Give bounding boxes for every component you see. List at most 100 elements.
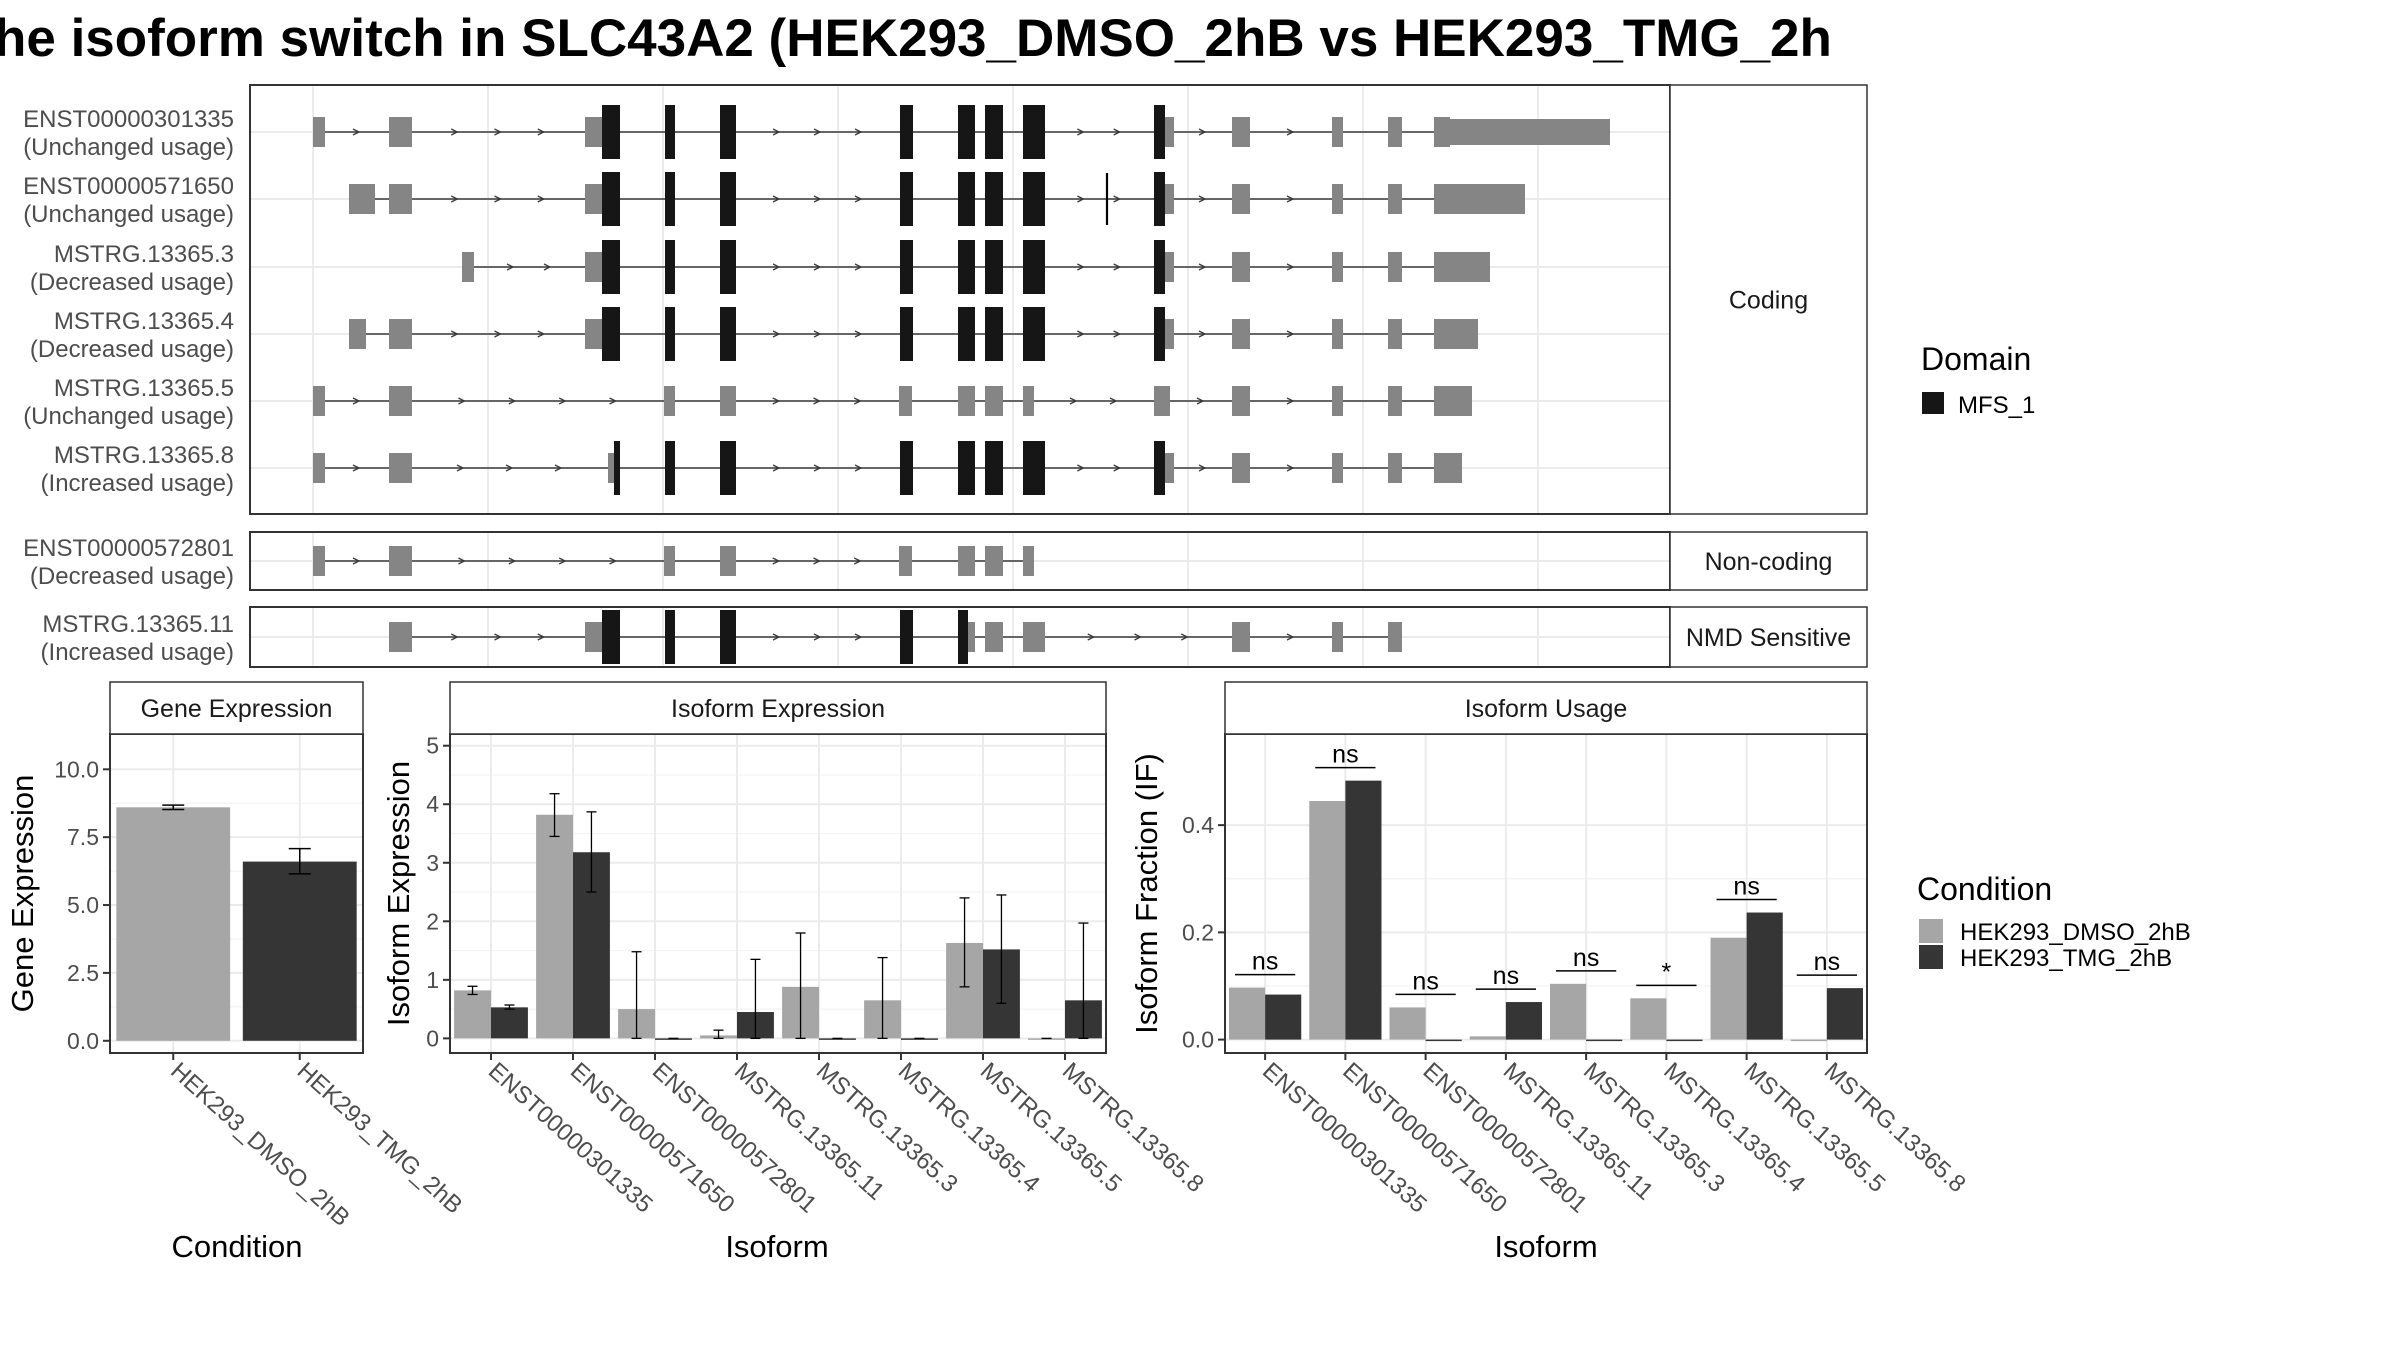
strand-arrow [854,195,863,203]
significance-label: ns [1733,873,1759,901]
strand-arrow [853,557,862,565]
domain-exon [602,172,620,226]
domain-exon [1154,105,1165,159]
transcript-group: MSTRG.13365.11(Increased usage) NMD Sensi… [41,606,1868,668]
transcript-usage-label: (Unchanged usage) [23,403,234,430]
x-tick-label: MSTRG.13365.5 [975,1057,1127,1198]
utr-exon [389,453,412,483]
strand-arrow [352,464,361,472]
significance-label: ns [1573,944,1599,972]
y-tick-label: 0 [426,1025,439,1051]
strand-arrow [1286,263,1295,271]
transcript-usage-label: (Decreased usage) [30,563,234,590]
strand-arrow [458,557,466,565]
figure-title: he isoform switch in SLC43A2 (HEK293_DMS… [0,9,1832,68]
transcript-group: ENST00000572801(Decreased usage) Non-codi… [23,531,1868,591]
y-tick-label: 2 [426,908,439,934]
strand-arrow [352,557,361,565]
utr-exon [349,319,366,349]
strand-arrow [813,195,822,203]
domain-exon [720,105,736,159]
transcript-id-label: MSTRG.13365.3 [54,241,234,268]
domain-exon [665,307,675,361]
group-label: Non-coding [1705,548,1833,576]
x-tick-label: MSTRG.13365.8 [1057,1057,1209,1198]
utr-exon [398,117,412,147]
utr-exon [1332,386,1343,416]
x-tick-label: MSTRG.13365.8 [1819,1057,1971,1198]
domain-exon [958,441,975,495]
strand-arrow [1077,263,1085,271]
strand-arrow [506,263,515,271]
utr-exon [1332,622,1343,652]
domain-exon [1023,105,1045,159]
significance-label: ns [1412,967,1438,995]
strand-arrow [1113,464,1122,472]
domain-exon [720,307,736,361]
utr-exon [1232,622,1250,652]
strand-arrow [853,397,862,405]
x-tick-label: MSTRG.13365.4 [1658,1057,1810,1198]
utr-exon [1388,184,1402,214]
utr-exon [398,319,412,349]
transcript-model [313,441,1462,495]
transcript-id-label: MSTRG.13365.8 [54,442,234,469]
utr-exon [664,546,675,576]
condition-legend-swatch [1919,945,1943,969]
utr-exon [389,386,412,416]
utr-exon [398,622,412,652]
bar [901,1038,938,1040]
transcript-model [313,546,1034,576]
transcript-id-label: MSTRG.13365.4 [54,308,234,335]
utr-exon [732,386,736,416]
domain-exon [958,105,975,159]
utr-exon [1434,386,1450,416]
utr-exon [1165,117,1174,147]
y-tick-label: 7.5 [67,824,99,850]
bar [116,807,231,1041]
strand-arrow [813,557,821,565]
domain-exon [602,610,620,664]
strand-arrow [558,557,567,565]
transcript-usage-label: (Decreased usage) [30,269,234,296]
transcript-usage-label: (Increased usage) [41,639,234,666]
strand-arrow [352,128,361,136]
domain-exon [958,307,975,361]
domain-exon [720,610,736,664]
strand-arrow [772,557,781,565]
bar [536,814,573,1039]
bar [1666,1039,1703,1042]
strand-arrow [1069,397,1078,405]
strand-arrow [1286,464,1295,472]
utr-exon [1388,117,1402,147]
strand-arrow [772,195,781,203]
strand-arrow [813,263,822,271]
utr-exon [1450,453,1462,483]
strand-arrow [772,128,781,136]
utr-exon [313,546,325,576]
transcript-id-label: MSTRG.13365.11 [42,611,234,638]
utr-exon [1434,184,1450,214]
utr-exon [398,184,412,214]
bar [1505,1002,1542,1040]
utr-exon [1388,622,1402,652]
strand-arrow [1113,330,1122,338]
strand-arrow [1286,330,1295,338]
utr-exon [389,546,412,576]
utr-exon [585,117,602,147]
condition-legend-label: HEK293_DMSO_2hB [1960,919,2191,946]
utr-exon [1388,319,1402,349]
strand-arrow [813,397,821,405]
strand-arrow [772,263,781,271]
utr-exon [1450,386,1472,416]
strand-arrow [1198,263,1207,271]
utr-exon [1232,319,1250,349]
domain-exon [900,105,913,159]
y-tick-label: 5 [426,733,439,759]
domain-exon [985,441,1003,495]
utr-exon [462,252,474,282]
significance-label: ns [1332,741,1358,769]
utr-exon [1332,252,1343,282]
domain-exon [1154,240,1165,294]
